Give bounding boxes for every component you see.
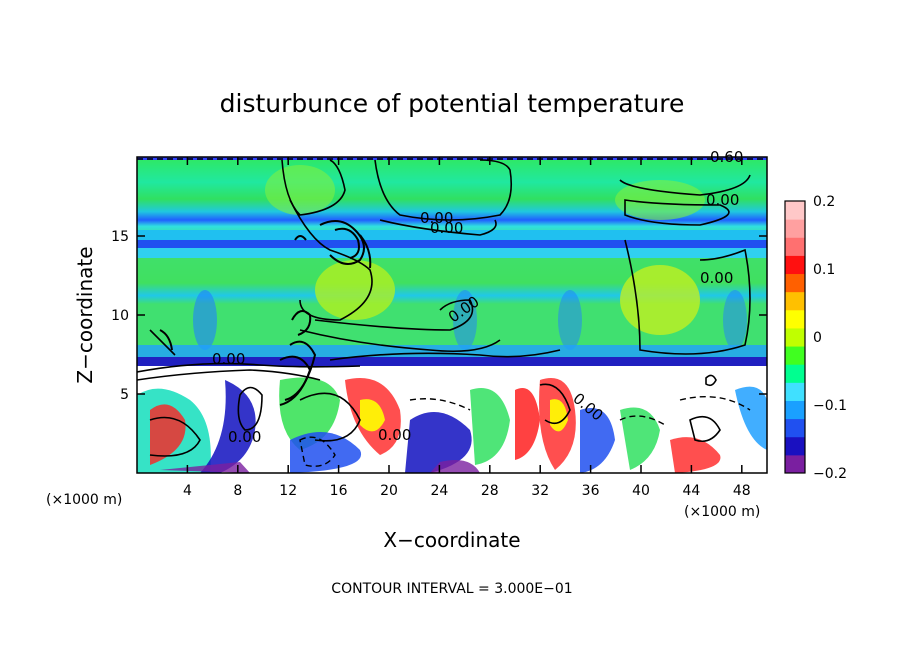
turbulent-eddy: [670, 437, 721, 473]
x-tick-label: 48: [733, 483, 751, 499]
contour-label: 0.00: [212, 350, 245, 368]
colorbar-segment: [785, 219, 805, 238]
x-tick-label: 24: [430, 483, 448, 499]
turbulent-eddy: [735, 386, 767, 450]
contour-label: 0.00: [228, 428, 261, 446]
contour-label: 0.00: [700, 269, 733, 287]
contour-lines: [137, 159, 751, 457]
negative-contours: [137, 158, 767, 467]
inversion-layer: [137, 357, 767, 366]
turbulent-eddy: [430, 460, 480, 473]
colorbar-segment: [785, 346, 805, 365]
colorbar-segment: [785, 201, 805, 220]
chart-title: disturbunce of potential temperature: [220, 89, 685, 118]
turbulent-eddy: [470, 388, 510, 465]
y-axis: 5 10 15: [111, 229, 767, 403]
colorbar-segment: [785, 382, 805, 401]
band-14km: [137, 248, 767, 258]
plot-field: [137, 157, 767, 473]
warm-cell: [265, 165, 335, 215]
x-tick-label: 12: [279, 483, 297, 499]
x-unit-left: (×1000 m): [46, 492, 122, 508]
x-tick-label: 36: [582, 483, 600, 499]
colorbar-segment: [785, 418, 805, 438]
y-tick-label: 5: [120, 387, 129, 403]
band-15km-light: [137, 230, 767, 240]
x-tick-label: 16: [330, 483, 348, 499]
colorbar-segment: [785, 364, 805, 383]
band-15km: [137, 240, 767, 248]
contour-label: 0.00: [706, 191, 739, 209]
cold-cell: [723, 290, 747, 350]
contour-label: 0.00: [430, 219, 463, 237]
colorbar-segment: [785, 400, 805, 420]
cold-cell: [193, 290, 217, 350]
colorbar: [784, 200, 806, 474]
colorbar-segment: [785, 291, 805, 311]
warm-cell: [315, 260, 395, 320]
dense-contour-cluster: [159, 220, 372, 406]
colorbar-tick-label: 0.1: [813, 262, 835, 278]
x-axis: 4 8 12 16 20 24 28 32 36 40 44 48: [183, 157, 751, 499]
y-axis-label: Z−coordinate: [73, 246, 97, 383]
x-axis-label: X−coordinate: [383, 528, 520, 552]
turbulent-eddy: [405, 412, 472, 473]
colorbar-tick-label: −0.1: [813, 398, 847, 414]
colorbar-tick-label: −0.2: [813, 466, 847, 482]
y-tick-label: 10: [111, 308, 129, 324]
contour-label: 0.00: [378, 426, 411, 444]
colorbar-segment: [785, 454, 805, 474]
colorbar-segment: [785, 309, 805, 329]
colorbar-segment: [785, 273, 805, 293]
x-tick-label: 20: [380, 483, 398, 499]
contour-interval-note: CONTOUR INTERVAL = 3.000E−01: [331, 581, 572, 597]
y-tick-label: 15: [111, 229, 129, 245]
colorbar-tick-label: 0: [813, 330, 822, 346]
colorbar-segment: [785, 327, 805, 347]
warm-cell: [615, 180, 705, 220]
contour-label: 0.00: [420, 209, 453, 227]
x-unit-right: (×1000 m): [684, 504, 760, 520]
turbulent-eddy: [580, 408, 615, 473]
turbulent-eddy: [360, 399, 385, 432]
colorbar-segment: [785, 255, 805, 275]
x-tick-label: 40: [632, 483, 650, 499]
x-tick-label: 8: [233, 483, 242, 499]
x-tick-label: 32: [531, 483, 549, 499]
x-tick-label: 4: [183, 483, 192, 499]
cold-cell: [558, 290, 582, 350]
cold-cell: [453, 290, 477, 350]
x-tick-label: 28: [481, 483, 499, 499]
colorbar-ticks: 0.2 0.1 0 −0.1 −0.2: [813, 194, 847, 482]
colorbar-tick-label: 0.2: [813, 194, 835, 210]
turbulent-eddy: [200, 380, 256, 473]
colorbar-frame: [784, 200, 806, 474]
turbulent-eddy: [160, 462, 250, 473]
turbulent-eddy: [620, 407, 660, 470]
turbulent-eddy: [515, 388, 540, 460]
x-tick-label: 44: [682, 483, 700, 499]
warm-cell: [620, 265, 700, 335]
colorbar-segment: [785, 436, 805, 456]
colorbar-segment: [785, 237, 805, 256]
turbulent-eddy: [290, 432, 362, 473]
